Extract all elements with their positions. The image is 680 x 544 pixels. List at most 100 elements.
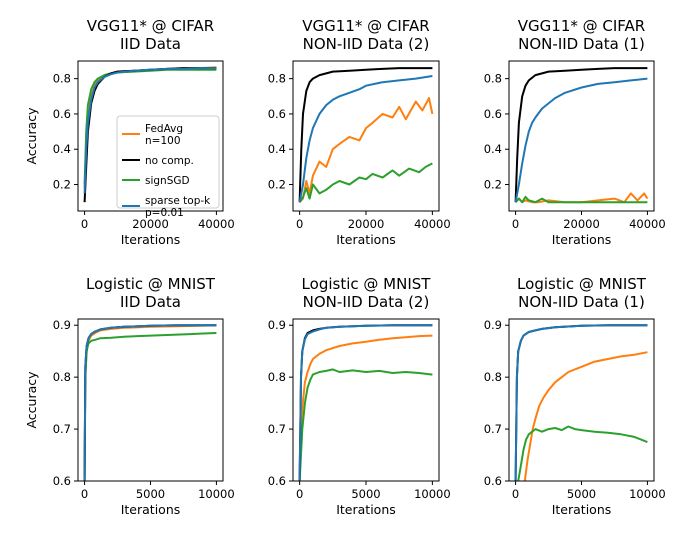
y-tick-label: 0.6 xyxy=(484,474,502,488)
chart-title-line: Logistic @ MNIST xyxy=(517,275,647,293)
x-tick-label: 40000 xyxy=(629,217,666,231)
chart-title-line: IID Data xyxy=(120,293,181,311)
y-tick-label: 0.6 xyxy=(53,107,71,121)
series-line-signsgd xyxy=(298,368,433,481)
y-tick-label: 0.2 xyxy=(53,178,71,192)
plot-frame xyxy=(508,318,655,482)
x-tick-label: 40000 xyxy=(198,217,235,231)
plot-frame xyxy=(292,318,440,482)
chart-title-line: NON-IID Data (1) xyxy=(518,293,645,311)
y-tick-label: 0.8 xyxy=(268,72,286,86)
series-line-signsgd xyxy=(517,425,648,481)
series-line-sparse-top-k xyxy=(83,324,217,481)
chart-title-line: IID Data xyxy=(120,35,181,53)
chart-title-line: VGG11* @ CIFAR xyxy=(302,17,429,35)
series-line-no-comp xyxy=(298,67,433,203)
y-tick-label: 0.2 xyxy=(484,178,502,192)
series-line-sparse-top-k xyxy=(83,67,217,194)
x-tick-label: 10000 xyxy=(629,487,666,501)
y-tick-label: 0.8 xyxy=(268,370,286,384)
x-axis-label: Iterations xyxy=(121,502,181,517)
y-tick-label: 0.4 xyxy=(268,142,286,156)
chart-title-line: Logistic @ MNIST xyxy=(86,275,216,293)
series-line-signsgd xyxy=(298,162,433,203)
y-tick-label: 0.6 xyxy=(268,107,286,121)
chart-title-line: Logistic @ MNIST xyxy=(302,275,432,293)
chart-title-line: VGG11* @ CIFAR xyxy=(518,17,645,35)
chart-title-line: NON-IID Data (1) xyxy=(518,35,645,53)
legend-box xyxy=(116,115,220,209)
series-line-sparse-top-k xyxy=(514,77,648,203)
legend-label: no comp. xyxy=(145,155,194,167)
y-tick-label: 0.2 xyxy=(268,178,286,192)
y-tick-label: 0.6 xyxy=(53,474,71,488)
x-tick-label: 0 xyxy=(296,217,303,231)
x-tick-label: 0 xyxy=(296,487,303,501)
series-line-fedavg xyxy=(298,334,433,481)
legend-label: n=100 xyxy=(145,135,181,147)
x-tick-label: 20000 xyxy=(563,217,600,231)
y-tick-label: 0.4 xyxy=(484,142,502,156)
series-line-sparse-top-k xyxy=(514,324,648,481)
y-tick-label: 0.8 xyxy=(484,72,502,86)
x-tick-label: 5000 xyxy=(136,487,165,501)
y-tick-label: 0.9 xyxy=(53,318,71,332)
x-tick-label: 0 xyxy=(512,487,519,501)
x-axis-label: Iterations xyxy=(336,232,396,247)
y-tick-label: 0.6 xyxy=(268,474,286,488)
y-tick-label: 0.9 xyxy=(484,318,502,332)
legend-label: signSGD xyxy=(145,175,190,187)
y-tick-label: 0.8 xyxy=(484,370,502,384)
series-line-no-comp xyxy=(514,324,648,481)
x-tick-label: 0 xyxy=(81,217,88,231)
y-tick-label: 0.7 xyxy=(484,422,502,436)
x-axis-label: Iterations xyxy=(552,232,612,247)
y-tick-label: 0.6 xyxy=(484,107,502,121)
x-tick-label: 20000 xyxy=(348,217,385,231)
series-line-sparse-top-k xyxy=(298,75,433,203)
x-tick-label: 0 xyxy=(512,217,519,231)
x-tick-label: 10000 xyxy=(198,487,235,501)
series-line-fedavg xyxy=(514,192,649,204)
legend-label: sparse top-k xyxy=(145,195,211,207)
y-axis-label: Accuracy xyxy=(24,107,39,165)
y-tick-label: 0.4 xyxy=(53,142,71,156)
x-tick-label: 40000 xyxy=(414,217,451,231)
series-line-no-comp xyxy=(298,324,433,481)
x-tick-label: 10000 xyxy=(414,487,451,501)
y-tick-label: 0.7 xyxy=(268,422,286,436)
x-axis-label: Iterations xyxy=(336,502,396,517)
series-line-fedavg xyxy=(523,351,648,481)
series-line-signsgd xyxy=(83,332,217,481)
y-axis-label: Accuracy xyxy=(24,371,39,429)
chart-title-line: NON-IID Data (2) xyxy=(303,293,430,311)
y-tick-label: 0.8 xyxy=(53,370,71,384)
series-line-fedavg xyxy=(298,97,434,203)
series-line-no-comp xyxy=(83,324,217,481)
y-tick-label: 0.8 xyxy=(53,72,71,86)
chart-title-line: VGG11* @ CIFAR xyxy=(87,17,214,35)
x-tick-label: 5000 xyxy=(567,487,596,501)
series-line-fedavg xyxy=(83,324,217,481)
x-tick-label: 0 xyxy=(81,487,88,501)
series-line-signsgd xyxy=(514,195,648,204)
x-tick-label: 20000 xyxy=(132,217,169,231)
series-line-no-comp xyxy=(514,67,648,203)
x-tick-label: 5000 xyxy=(351,487,380,501)
plot-frame xyxy=(508,60,655,212)
y-tick-label: 0.9 xyxy=(268,318,286,332)
chart-title-line: NON-IID Data (2) xyxy=(303,35,430,53)
plot-frame xyxy=(77,318,224,482)
series-line-sparse-top-k xyxy=(298,324,433,481)
x-axis-label: Iterations xyxy=(121,232,181,247)
legend-label: p=0.01 xyxy=(145,207,184,219)
y-tick-label: 0.7 xyxy=(53,422,71,436)
